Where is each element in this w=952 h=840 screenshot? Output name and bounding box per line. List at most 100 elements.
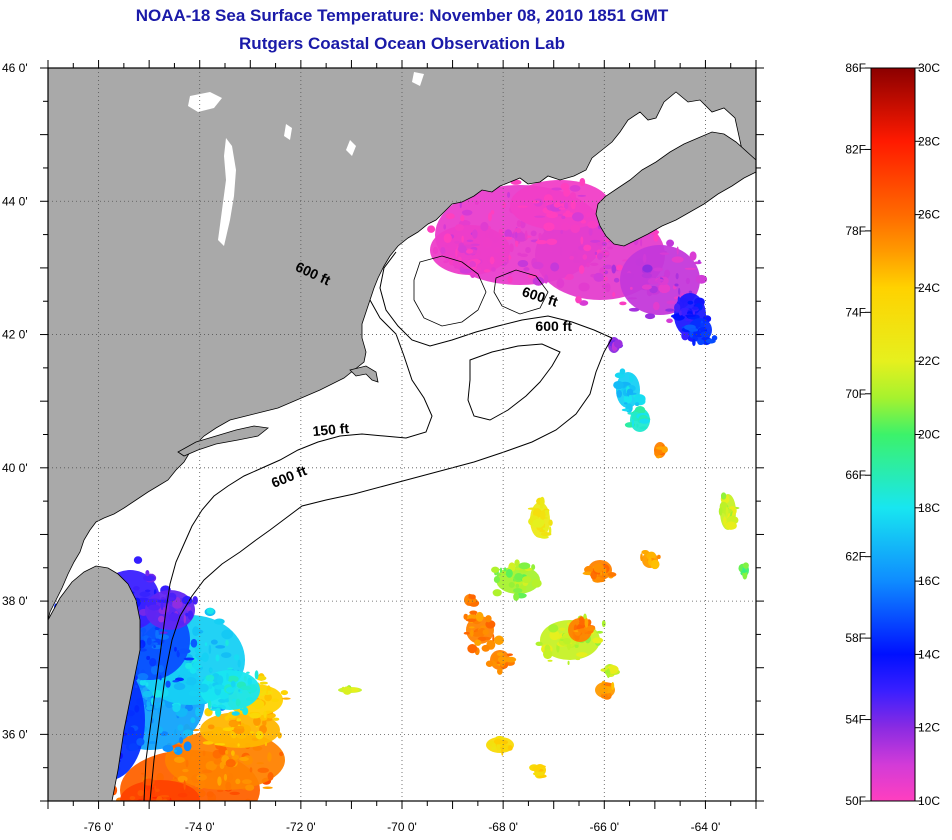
sst-speckle — [677, 296, 681, 304]
sst-speckle — [623, 402, 628, 405]
sst-speckle — [187, 808, 192, 810]
colorbar-label-f: 70F — [845, 387, 866, 401]
sst-speckle — [593, 563, 605, 573]
sst-speckle — [491, 566, 500, 573]
sst-speckle — [178, 736, 184, 744]
sst-speckle — [246, 671, 250, 674]
sst-speckle — [185, 612, 189, 617]
sst-speckle — [463, 631, 470, 635]
land-long-island — [177, 425, 269, 457]
lat-tick-label: 46 0' — [2, 61, 28, 75]
sst-speckle — [239, 708, 244, 711]
sst-speckle — [194, 645, 202, 654]
sst-speckle — [235, 816, 240, 818]
sst-speckle — [177, 792, 188, 798]
sst-speckle — [156, 798, 162, 801]
sst-speckle — [142, 806, 147, 816]
sst-patch — [529, 764, 547, 779]
sst-speckle — [585, 212, 591, 218]
sst-speckle — [242, 707, 249, 716]
sst-speckle — [218, 745, 227, 756]
sst-speckle — [239, 756, 249, 762]
sst-speckle — [174, 804, 181, 811]
sst-speckle — [720, 492, 727, 500]
sst-speckle — [539, 529, 546, 533]
sst-speckle — [159, 817, 165, 823]
sst-speckle — [225, 750, 229, 755]
sst-speckle — [157, 599, 169, 604]
sst-speckle — [569, 255, 575, 260]
sst-speckle — [154, 804, 165, 809]
sst-speckle — [167, 815, 175, 820]
sst-speckle — [513, 588, 523, 594]
sst-speckle — [496, 652, 504, 657]
sst-speckle — [687, 300, 694, 305]
sst-speckle — [137, 790, 144, 797]
sst-speckle — [225, 781, 232, 791]
sst-speckle — [151, 807, 154, 814]
sst-patch — [681, 318, 718, 347]
sst-speckle — [700, 322, 704, 328]
sst-speckle — [469, 260, 477, 269]
sst-speckle — [460, 215, 465, 222]
sst-speckle — [210, 639, 218, 645]
sst-speckle — [235, 778, 241, 785]
sst-speckle — [215, 707, 222, 717]
sst-speckle — [666, 300, 676, 305]
sst-speckle — [644, 313, 656, 320]
sst-speckle — [465, 598, 478, 603]
sst-patch — [145, 590, 198, 634]
sst-speckle — [445, 245, 449, 249]
sst-speckle — [201, 769, 213, 774]
sst-speckle — [141, 772, 144, 775]
sst-speckle — [466, 618, 477, 622]
sst-speckle — [578, 282, 590, 292]
sst-speckle — [666, 318, 673, 324]
sst-speckle — [238, 689, 241, 693]
sst-patch — [582, 560, 617, 583]
sst-speckle — [467, 643, 478, 654]
sst-speckle — [539, 535, 549, 539]
sst-speckle — [254, 670, 259, 680]
sst-speckle — [508, 581, 515, 588]
sst-speckle — [619, 368, 626, 375]
sst-speckle — [532, 771, 545, 776]
sst-patch — [608, 337, 624, 353]
sst-speckle — [648, 556, 652, 566]
sst-speckle — [192, 595, 198, 605]
sst-patch — [485, 650, 517, 675]
sst-speckle — [264, 742, 268, 747]
sst-speckle — [267, 772, 274, 781]
sst-speckle — [146, 655, 151, 661]
sst-speckle — [685, 277, 690, 285]
land-delmarva — [48, 565, 141, 801]
sst-speckle — [642, 264, 653, 273]
colorbar-label-f: 50F — [845, 794, 866, 808]
sst-speckle — [616, 389, 622, 398]
sst-speckle — [457, 245, 467, 253]
sst-speckle — [208, 644, 212, 654]
sst-speckle — [611, 264, 617, 274]
temperature-colorbar: 30C 28C 26C 24C 22C 20C 18C 16C 14C 12C 10C 86F 82F 7… — [845, 61, 940, 808]
sst-speckle — [480, 625, 487, 629]
sst-speckle — [518, 562, 531, 570]
sst-speckle — [457, 256, 462, 264]
sst-speckle — [443, 224, 447, 230]
sst-patch — [600, 663, 620, 679]
lon-tick-label: -64 0' — [691, 820, 721, 834]
sst-speckle — [204, 642, 208, 647]
sst-speckle — [590, 239, 601, 243]
sst-speckle — [213, 618, 225, 625]
sst-speckle — [137, 597, 149, 602]
sst-speckle — [612, 292, 616, 298]
sst-speckle — [206, 607, 215, 615]
sst-patch — [486, 735, 514, 756]
map-layers — [48, 68, 756, 823]
sst-speckle — [252, 745, 263, 751]
sst-speckle — [445, 213, 455, 220]
sst-speckle — [569, 192, 577, 200]
sst-speckle — [205, 761, 217, 771]
sst-speckle — [229, 791, 240, 795]
sst-speckle — [217, 776, 222, 786]
